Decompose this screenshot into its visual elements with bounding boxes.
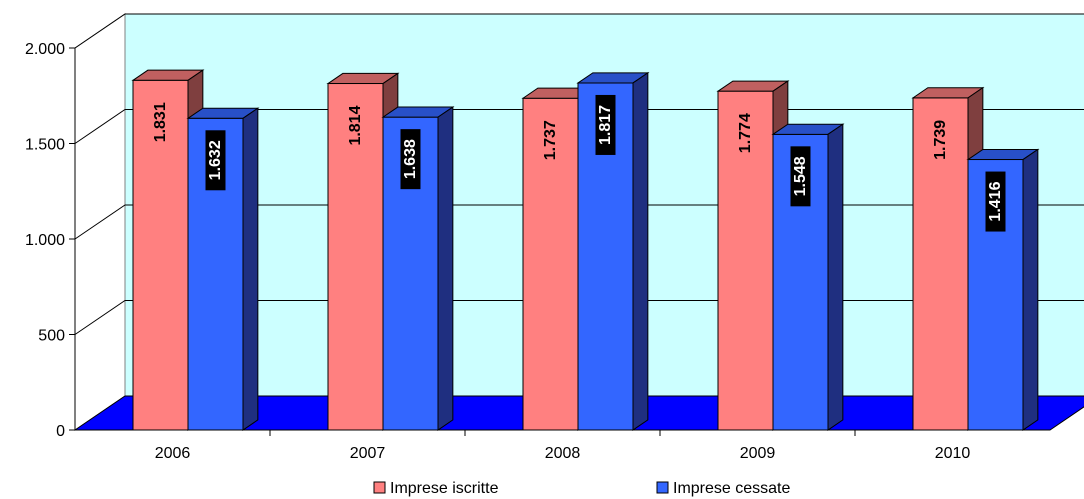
legend-swatch	[373, 481, 386, 494]
bar-front	[132, 79, 189, 431]
legend-item-cessate: Imprese cessate	[656, 480, 790, 497]
bar-front	[327, 83, 384, 431]
bar-value-label: 1.548	[792, 156, 809, 196]
bar-iscritte-2006: 1.831	[131, 69, 205, 431]
bar-value-label: 1.817	[597, 105, 614, 145]
bar-cessate-2006: 1.632	[186, 107, 260, 431]
bar-value-label: 1.737	[542, 120, 559, 160]
x-tick-label: 2007	[350, 445, 386, 462]
bar-cessate-2008: 1.817	[576, 71, 650, 431]
bar-side	[1022, 148, 1039, 431]
bar-value-label: 1.632	[207, 140, 224, 180]
bars: 1.831 1.632 1.814 1.638 1.737 1.817 1.774 1.548…	[131, 69, 1040, 431]
x-tick-label: 2010	[935, 445, 971, 462]
bar-front	[912, 97, 969, 431]
bar-value-label: 1.638	[402, 139, 419, 179]
bar-value-label: 1.814	[347, 105, 364, 145]
bar-side	[437, 106, 454, 431]
bar-cessate-2010: 1.416	[966, 148, 1040, 431]
bar-value-label: 1.739	[932, 120, 949, 160]
bar-cessate-2007: 1.638	[381, 106, 455, 431]
bar-side	[827, 123, 844, 431]
y-tick-label: 2.000	[25, 41, 65, 58]
bar-cessate-2009: 1.548	[771, 123, 845, 431]
bar-value-label: 1.774	[737, 113, 754, 153]
y-tick-label: 1.000	[25, 232, 65, 249]
axes: 0 500 1.000 1.500 2.000 2006 2007 2008 2009 2010	[25, 41, 1050, 462]
bar-value-label: 1.831	[152, 102, 169, 142]
legend-label: Imprese iscritte	[390, 480, 499, 497]
y-tick-label: 0	[56, 423, 65, 440]
bar-front	[522, 97, 579, 431]
gridline	[74, 13, 1084, 49]
bar-label-bg	[400, 129, 421, 190]
bar-value-label: 1.416	[987, 181, 1004, 221]
bar-side	[242, 107, 259, 431]
y-tick-label: 500	[38, 328, 65, 345]
bar-front	[717, 90, 774, 431]
bar-side	[632, 71, 649, 431]
legend: Imprese iscritte Imprese cessate	[373, 480, 790, 497]
legend-item-iscritte: Imprese iscritte	[373, 480, 499, 497]
x-tick-label: 2006	[155, 445, 191, 462]
legend-label: Imprese cessate	[673, 480, 790, 497]
bar-label-bg	[205, 130, 226, 191]
x-tick-label: 2009	[740, 445, 776, 462]
y-tick-label: 1.500	[25, 137, 65, 154]
bar-label-bg	[985, 171, 1006, 232]
bar-label-bg	[595, 94, 616, 155]
legend-swatch	[656, 481, 669, 494]
bar-label-bg	[790, 146, 811, 207]
x-tick-label: 2008	[545, 445, 581, 462]
